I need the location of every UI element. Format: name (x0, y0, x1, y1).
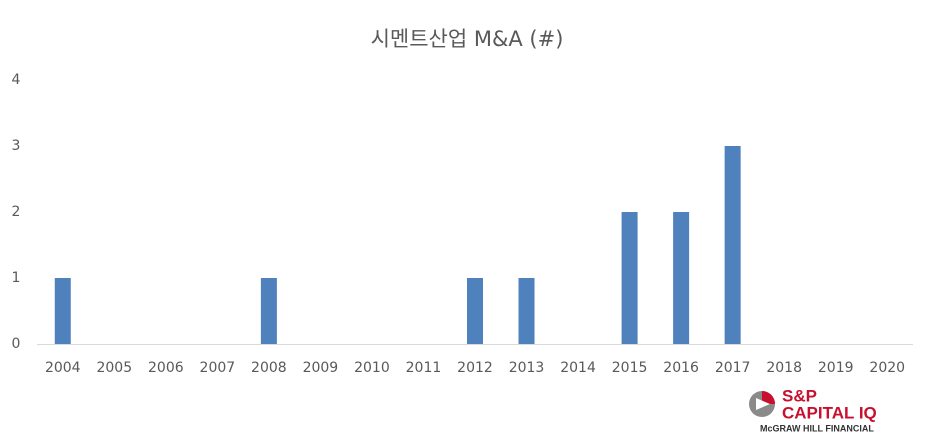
x-tick-label: 2018 (766, 360, 802, 376)
x-tick-label: 2016 (663, 360, 699, 376)
x-tick-label: 2019 (818, 360, 854, 376)
logo-icon-arrow (756, 398, 770, 410)
logo: S&P CAPITAL IQ McGRAW HILL FINANCIAL (749, 386, 877, 433)
x-tick-label: 2007 (200, 360, 236, 376)
x-tick-label: 2006 (148, 360, 184, 376)
x-tick-label: 2017 (715, 360, 751, 376)
bar (518, 278, 535, 344)
logo-icon-accent (762, 391, 775, 404)
bar (260, 278, 277, 344)
chart-title: 시멘트산업 M&A (#) (371, 27, 564, 51)
logo-line2: CAPITAL IQ (782, 403, 877, 422)
bar (54, 278, 71, 344)
x-tick-label: 2012 (457, 360, 493, 376)
bar (673, 212, 690, 344)
bar (621, 212, 638, 344)
y-tick-label: 1 (12, 270, 21, 286)
y-tick-label: 3 (12, 138, 21, 154)
x-tick-label: 2004 (45, 360, 81, 376)
x-tick-label: 2011 (406, 360, 442, 376)
x-tick-label: 2013 (509, 360, 545, 376)
y-tick-label: 2 (12, 204, 21, 220)
y-tick-label: 0 (12, 336, 21, 352)
y-tick-label: 4 (12, 72, 21, 88)
x-tick-label: 2020 (869, 360, 905, 376)
x-tick-label: 2005 (96, 360, 132, 376)
bar (724, 146, 741, 344)
x-tick-label: 2014 (560, 360, 596, 376)
bar (467, 278, 483, 344)
logo-line3: McGRAW HILL FINANCIAL (760, 423, 874, 433)
x-tick-label: 2008 (251, 360, 287, 376)
x-tick-label: 2015 (612, 360, 648, 376)
x-tick-label: 2010 (354, 360, 390, 376)
logo-line1: S&P (782, 386, 817, 405)
x-tick-label: 2009 (303, 360, 339, 376)
